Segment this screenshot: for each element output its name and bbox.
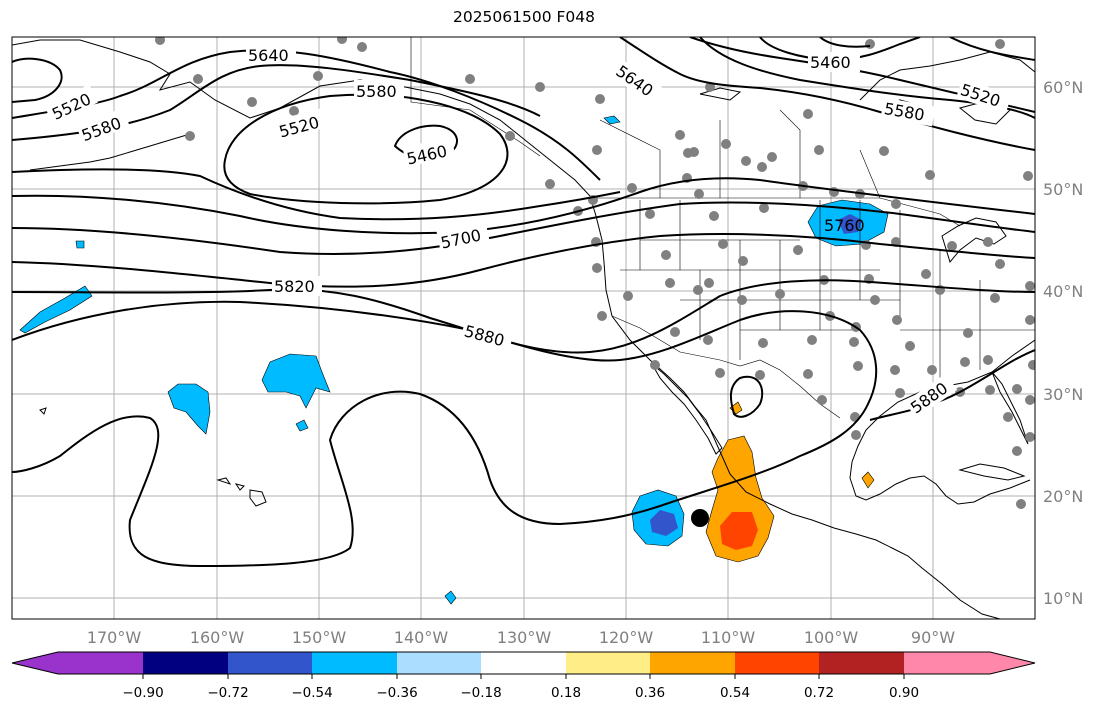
hudson-bay-coast xyxy=(859,51,1035,101)
negative-anomaly-region xyxy=(75,240,85,249)
colorbar-tick-label: −0.54 xyxy=(291,685,332,701)
negative-anomaly-region xyxy=(603,115,621,125)
contour-line xyxy=(819,37,871,48)
negative-anomaly-region xyxy=(295,419,309,432)
positive-anomaly-region xyxy=(861,471,875,489)
longitude-label: 160°W xyxy=(190,628,245,647)
longitude-label: 170°W xyxy=(87,628,142,647)
contour-line xyxy=(12,168,621,221)
colorbar-tick-label: 0.90 xyxy=(889,685,919,701)
canada-province-borders xyxy=(599,109,881,199)
colorbar-segment xyxy=(735,652,819,674)
colorbar-segment xyxy=(819,652,904,674)
colorbar-segment xyxy=(228,652,312,674)
negative-anomaly-region xyxy=(19,285,93,334)
contour-line xyxy=(12,57,63,103)
map-title: 2025061500 F048 xyxy=(452,8,596,26)
colorbar-tick-label: 0.18 xyxy=(551,685,581,701)
longitude-label: 100°W xyxy=(804,628,859,647)
negative-anomaly-region xyxy=(261,353,331,409)
contour-label: 5580 xyxy=(356,82,397,101)
latitude-label: 10°N xyxy=(1043,589,1083,608)
colorbar-tick-label: 0.72 xyxy=(804,685,834,701)
colorbar-tick-label: −0.72 xyxy=(207,685,248,701)
map-frame xyxy=(11,36,1036,620)
longitude-labels: 170°W 160°W 150°W 140°W 130°W 120°W 110°… xyxy=(87,628,955,647)
gridlines xyxy=(12,37,1035,619)
contour-line xyxy=(223,93,509,205)
colorbar-segment xyxy=(566,652,650,674)
colorbar: −0.90 −0.72 −0.54 −0.36 −0.18 0.18 0.36 … xyxy=(11,651,1036,701)
negative-anomaly-region xyxy=(444,590,457,605)
storm-center-marker xyxy=(691,509,709,527)
colorbar-tick-label: −0.90 xyxy=(122,685,163,701)
colorbar-ticks xyxy=(142,674,905,679)
contour-line xyxy=(619,37,1035,151)
longitude-label: 110°W xyxy=(701,628,756,647)
latitude-label: 20°N xyxy=(1043,487,1083,506)
map-panel: 5640 5520 5580 5580 5520 5460 5700 5820 … xyxy=(12,37,1035,619)
contour-label: 5760 xyxy=(824,216,865,235)
anomaly-shading xyxy=(19,115,889,605)
latitude-labels: 60°N 50°N 40°N 30°N 20°N 10°N xyxy=(1043,78,1083,608)
longitude-label: 90°W xyxy=(911,628,955,647)
colorbar-segment xyxy=(650,652,735,674)
contour-line xyxy=(12,177,1035,235)
colorbar-segment xyxy=(904,652,1035,674)
colorbar-segment xyxy=(12,652,143,674)
contour-line xyxy=(12,300,878,568)
latitude-label: 50°N xyxy=(1043,180,1083,199)
positive-anomaly-core xyxy=(720,512,758,550)
latitude-label: 40°N xyxy=(1043,282,1083,301)
contour-label: 5460 xyxy=(810,53,851,72)
colorbar-segment xyxy=(312,652,397,674)
colorbar-tick-label: −0.18 xyxy=(460,685,501,701)
contour-line xyxy=(869,349,1035,421)
contour-line xyxy=(729,375,764,418)
cuba xyxy=(958,463,1026,481)
colorbar-segment xyxy=(397,652,481,674)
aleutian-islands xyxy=(29,133,191,171)
negative-anomaly-region xyxy=(167,383,211,435)
latitude-label: 60°N xyxy=(1043,78,1083,97)
contour-line xyxy=(12,201,1035,255)
colorbar-tick-label: −0.36 xyxy=(376,685,417,701)
colorbar-outline xyxy=(11,651,1036,675)
great-lakes xyxy=(941,217,1007,264)
colorbar-segment xyxy=(143,652,228,674)
longitude-label: 120°W xyxy=(599,628,654,647)
negative-anomaly-core xyxy=(650,510,678,536)
longitude-label: 130°W xyxy=(497,628,552,647)
northwest-hawaiian xyxy=(39,407,47,415)
colorbar-tick-label: 0.54 xyxy=(720,685,750,701)
contour-line xyxy=(12,233,1035,288)
latitude-label: 30°N xyxy=(1043,385,1083,404)
longitude-label: 150°W xyxy=(292,628,347,647)
colorbar-segment xyxy=(481,652,566,674)
contour-label: 5640 xyxy=(248,46,289,65)
hawaii-islands xyxy=(216,477,267,507)
coastlines xyxy=(12,39,1035,619)
contour-line xyxy=(12,49,601,181)
longitude-label: 140°W xyxy=(394,628,449,647)
contour-label: 5820 xyxy=(274,277,315,296)
us-mexico-border xyxy=(611,315,841,419)
north-america-coast xyxy=(12,39,1001,619)
baja-california xyxy=(651,363,723,455)
contour-line xyxy=(12,279,1035,354)
colorbar-tick-label: 0.36 xyxy=(635,685,665,701)
contour-line xyxy=(949,37,1035,61)
negative-anomaly-core xyxy=(838,214,862,234)
florida xyxy=(991,371,1029,445)
